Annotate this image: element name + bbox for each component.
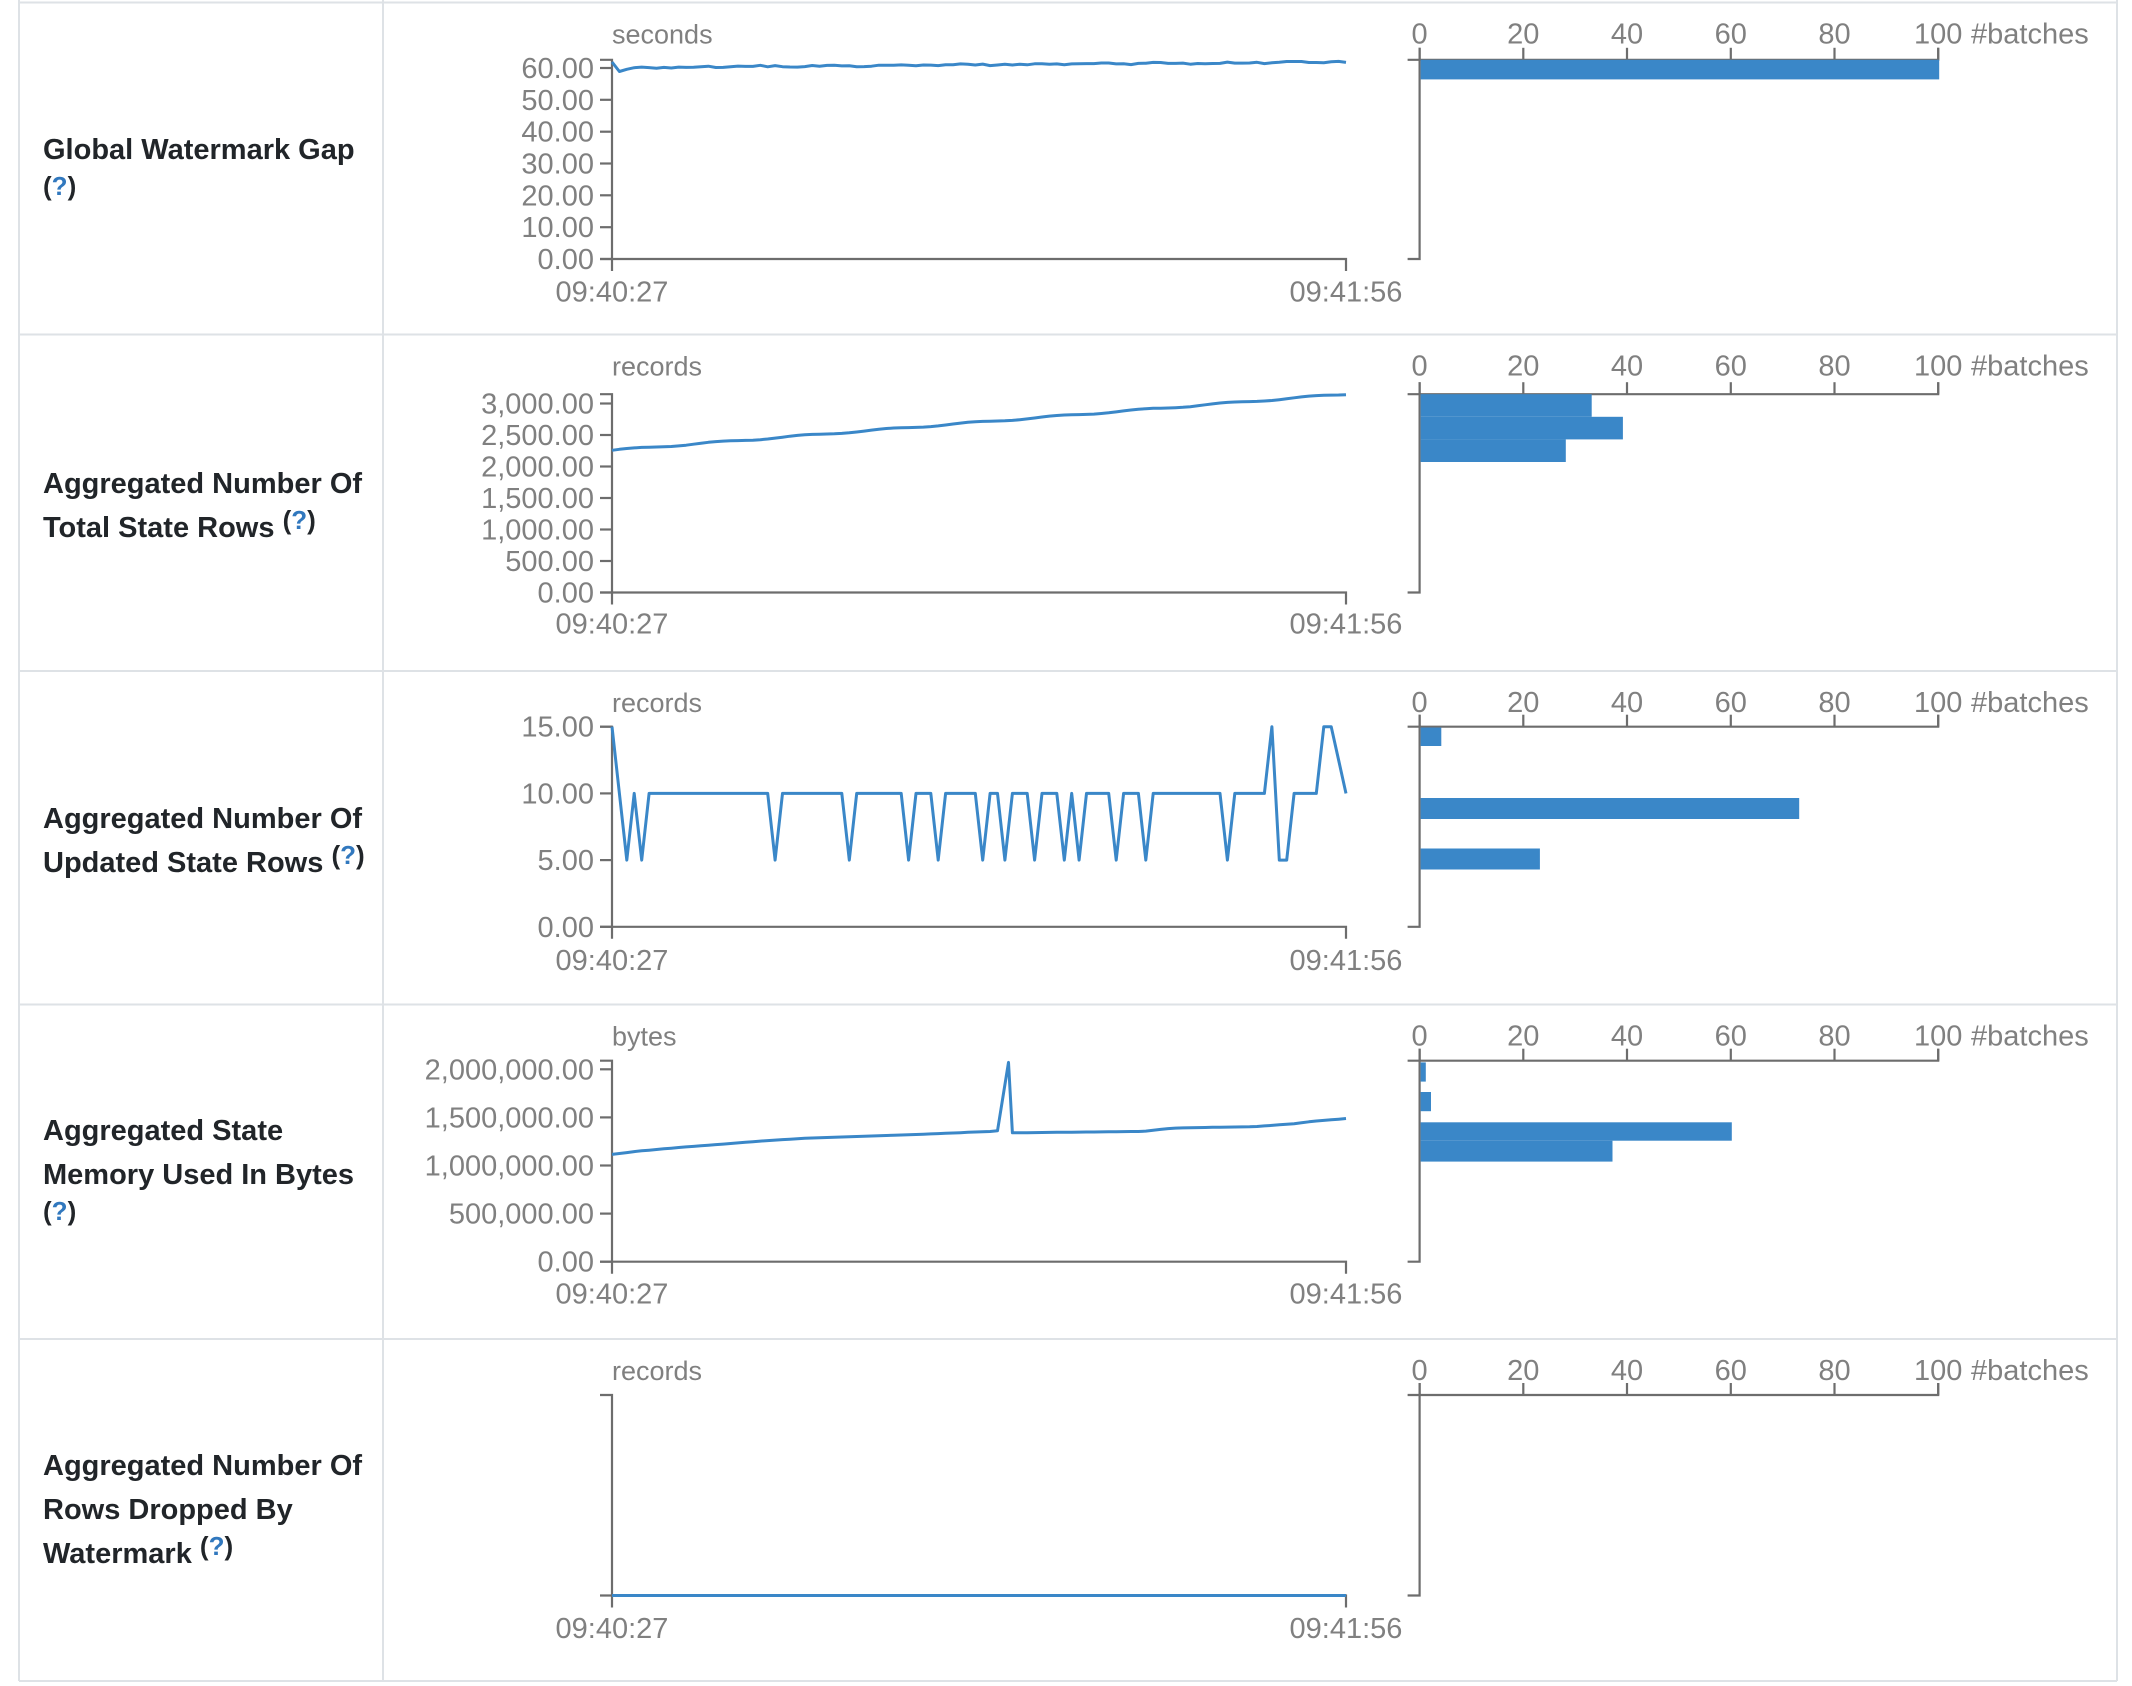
svg-text:2,500.00: 2,500.00 [481,420,594,452]
svg-text:2,000,000.00: 2,000,000.00 [425,1054,594,1086]
svg-text:20: 20 [1507,351,1539,383]
svg-text:1,500.00: 1,500.00 [481,483,594,515]
svg-text:40: 40 [1611,687,1643,719]
svg-text:80: 80 [1818,1021,1850,1053]
svg-text:09:41:56: 09:41:56 [1290,609,1403,641]
svg-text:#batches: #batches [1971,19,2089,51]
svg-text:09:40:27: 09:40:27 [556,945,669,977]
svg-text:80: 80 [1818,19,1850,51]
svg-text:30.00: 30.00 [521,149,594,181]
svg-text:3,000.00: 3,000.00 [481,389,594,421]
svg-text:1,500,000.00: 1,500,000.00 [425,1102,594,1134]
svg-text:60: 60 [1715,687,1747,719]
svg-text:1,000.00: 1,000.00 [481,515,594,547]
svg-text:09:41:56: 09:41:56 [1290,945,1403,977]
svg-text:100: 100 [1914,351,1962,383]
svg-text:1,000,000.00: 1,000,000.00 [425,1151,594,1183]
svg-text:#batches: #batches [1971,1021,2089,1053]
svg-text:0.00: 0.00 [538,1247,594,1279]
svg-text:09:40:27: 09:40:27 [556,1613,669,1645]
svg-text:60.00: 60.00 [521,53,594,85]
svg-text:0: 0 [1412,1355,1428,1387]
svg-text:40: 40 [1611,19,1643,51]
svg-text:500.00: 500.00 [505,546,594,578]
svg-text:100: 100 [1914,19,1962,51]
svg-text:seconds: seconds [612,20,713,50]
svg-text:10.00: 10.00 [521,778,594,810]
svg-text:60: 60 [1715,1021,1747,1053]
svg-text:bytes: bytes [612,1022,677,1052]
svg-text:40: 40 [1611,1021,1643,1053]
svg-text:80: 80 [1818,351,1850,383]
svg-text:100: 100 [1914,687,1962,719]
svg-text:#batches: #batches [1971,687,2089,719]
svg-text:0: 0 [1412,19,1428,51]
svg-text:60: 60 [1715,1355,1747,1387]
svg-text:100: 100 [1914,1021,1962,1053]
svg-text:20: 20 [1507,19,1539,51]
svg-text:#batches: #batches [1971,1355,2089,1387]
svg-text:records: records [612,688,702,718]
svg-text:60: 60 [1715,19,1747,51]
svg-text:50.00: 50.00 [521,85,594,117]
svg-text:40: 40 [1611,351,1643,383]
svg-text:09:40:27: 09:40:27 [556,277,669,309]
svg-text:10.00: 10.00 [521,212,594,244]
svg-text:0.00: 0.00 [538,912,594,944]
svg-text:40.00: 40.00 [521,117,594,149]
svg-text:5.00: 5.00 [538,845,594,877]
svg-text:60: 60 [1715,351,1747,383]
svg-text:500,000.00: 500,000.00 [449,1199,594,1231]
svg-text:80: 80 [1818,1355,1850,1387]
svg-text:2,000.00: 2,000.00 [481,452,594,484]
svg-text:100: 100 [1914,1355,1962,1387]
svg-text:09:41:56: 09:41:56 [1290,1613,1403,1645]
svg-text:records: records [612,1356,702,1386]
svg-text:0: 0 [1412,687,1428,719]
svg-text:0: 0 [1412,1021,1428,1053]
svg-text:20: 20 [1507,1021,1539,1053]
svg-text:40: 40 [1611,1355,1643,1387]
svg-text:0.00: 0.00 [538,244,594,276]
svg-text:09:41:56: 09:41:56 [1290,277,1403,309]
svg-text:15.00: 15.00 [521,712,594,744]
svg-text:20: 20 [1507,1355,1539,1387]
svg-text:20: 20 [1507,687,1539,719]
svg-text:records: records [612,352,702,382]
svg-text:20.00: 20.00 [521,180,594,212]
svg-text:09:41:56: 09:41:56 [1290,1279,1403,1311]
svg-text:80: 80 [1818,687,1850,719]
svg-text:0.00: 0.00 [538,578,594,610]
svg-text:09:40:27: 09:40:27 [556,1279,669,1311]
svg-text:09:40:27: 09:40:27 [556,609,669,641]
svg-text:#batches: #batches [1971,351,2089,383]
svg-text:0: 0 [1412,351,1428,383]
